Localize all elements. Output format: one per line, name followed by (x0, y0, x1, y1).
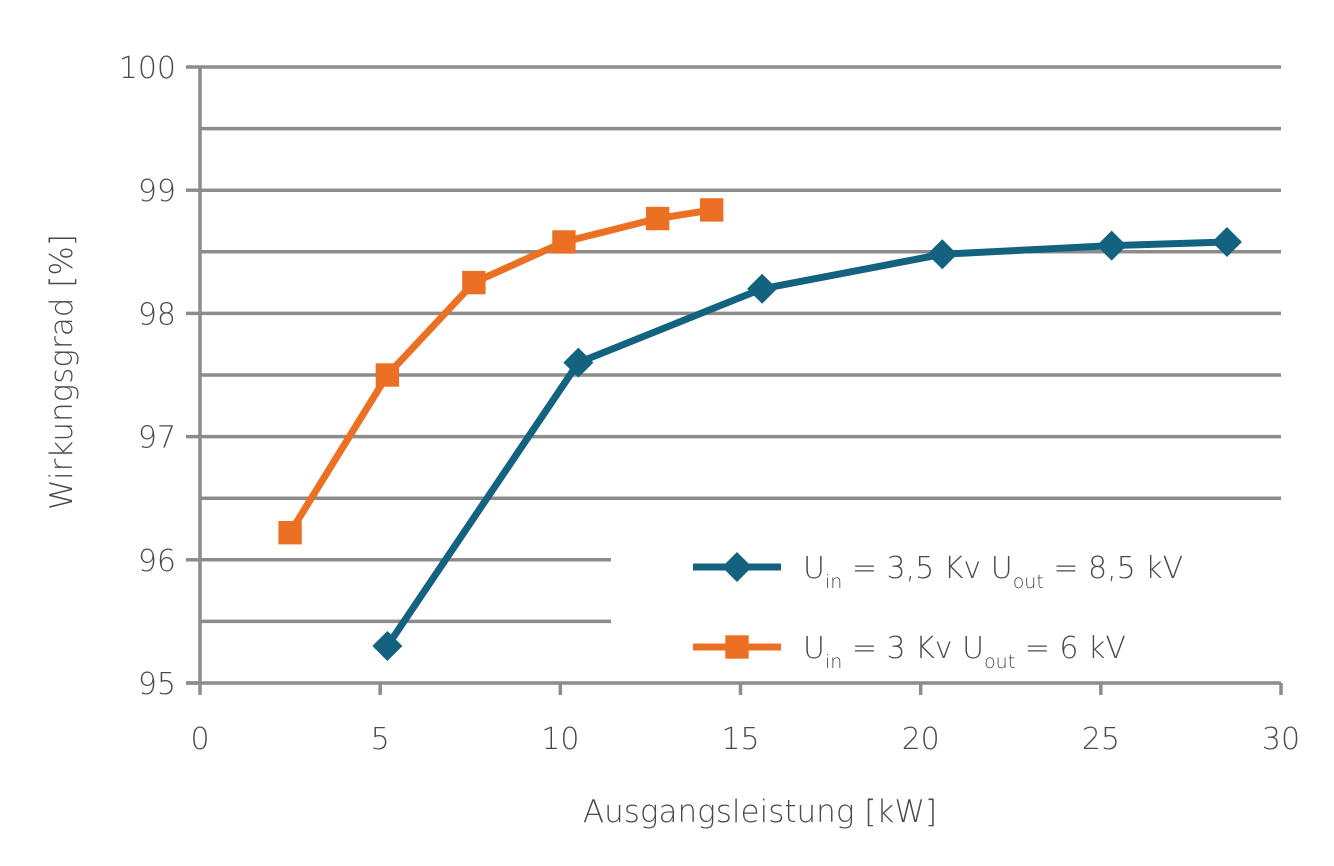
y-tick-label: 96 (138, 544, 176, 579)
y-tick-label: 95 (138, 667, 176, 702)
gridlines (200, 65, 1281, 624)
y-tick-label: 99 (138, 174, 176, 209)
x-tick-label: 15 (721, 722, 759, 757)
y-axis-label: Wirkungsgrad [%] (44, 234, 80, 510)
x-tick-label: 30 (1262, 722, 1300, 757)
legend-item-2: Uin = 3 Kv Uout = 6 kV (693, 631, 1126, 673)
legend-swatch-marker (722, 552, 752, 582)
data-point (372, 631, 403, 662)
data-point (375, 363, 400, 387)
series-1 (372, 226, 1242, 662)
data-point (563, 347, 594, 378)
series-line (384, 238, 1228, 648)
legend-label: Uin = 3 Kv Uout = 6 kV (803, 631, 1126, 673)
legend-label: Uin = 3,5 Kv Uout = 8,5 kV (803, 551, 1183, 593)
x-tick-label: 10 (541, 722, 579, 757)
y-tick-label: 97 (138, 421, 176, 456)
x-tick-labels: 0 5 10 15 20 25 30 (190, 683, 1300, 757)
data-point (278, 520, 302, 545)
x-axis-label: Ausgangsleistung [kW] (583, 794, 937, 830)
y-tick-labels: 95 96 97 98 99 100 (119, 51, 200, 702)
data-point (1096, 230, 1127, 261)
x-tick-label: 25 (1082, 722, 1120, 757)
data-point (699, 198, 724, 222)
data-point (552, 230, 576, 254)
series-2 (278, 198, 724, 545)
data-point (462, 270, 486, 295)
data-point (645, 206, 670, 231)
legend: Uin = 3,5 Kv Uout = 8,5 kV Uin = 3 Kv Uou… (693, 551, 1183, 673)
x-tick-label: 20 (902, 722, 940, 757)
series-line (287, 206, 713, 535)
y-tick-label: 98 (138, 297, 176, 332)
legend-item-1: Uin = 3,5 Kv Uout = 8,5 kV (693, 551, 1183, 593)
data-point (747, 273, 778, 304)
legend-swatch-marker (725, 635, 749, 659)
data-point (1211, 226, 1242, 257)
y-tick-label: 100 (119, 51, 176, 86)
axes (186, 67, 1281, 685)
x-tick-label: 0 (190, 722, 209, 757)
x-tick-label: 5 (371, 722, 390, 757)
data-point (927, 239, 958, 270)
series-layer (278, 198, 1242, 662)
